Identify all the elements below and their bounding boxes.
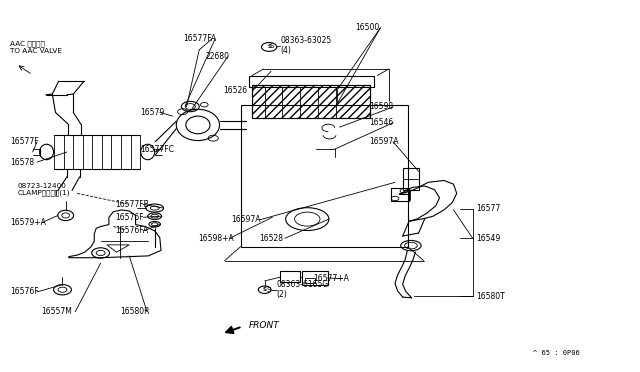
- Text: 22680: 22680: [205, 52, 230, 61]
- Bar: [305, 278, 315, 283]
- Text: 16576F: 16576F: [10, 288, 38, 296]
- Bar: [280, 271, 300, 282]
- Text: S: S: [267, 45, 271, 49]
- Text: 08723-12400
CLAMPクランプ(1): 08723-12400 CLAMPクランプ(1): [18, 183, 70, 196]
- Text: 16598+A: 16598+A: [198, 234, 234, 243]
- Text: 16597A: 16597A: [369, 137, 399, 146]
- Text: 08363-63025
(4): 08363-63025 (4): [280, 36, 332, 55]
- Text: 16597A: 16597A: [231, 215, 260, 224]
- Bar: [249, 76, 374, 87]
- Text: 08363-6165G
(2): 08363-6165G (2): [276, 280, 329, 299]
- Bar: [403, 168, 419, 190]
- Text: 16557M: 16557M: [42, 307, 72, 316]
- Text: S: S: [267, 287, 271, 293]
- Text: 16549: 16549: [476, 234, 500, 243]
- Text: 16577F: 16577F: [10, 137, 38, 146]
- Text: 16579: 16579: [141, 108, 165, 117]
- Text: 16598: 16598: [369, 102, 394, 112]
- Text: 16576F: 16576F: [115, 213, 144, 222]
- Bar: [302, 271, 328, 285]
- Text: 16576FA: 16576FA: [115, 227, 148, 235]
- Text: 16546: 16546: [369, 118, 394, 127]
- Text: S: S: [262, 287, 267, 292]
- Text: 16577: 16577: [476, 204, 500, 213]
- Text: 16577FC: 16577FC: [141, 145, 175, 154]
- Text: 16578: 16578: [10, 158, 34, 167]
- Text: 16500: 16500: [355, 23, 380, 32]
- Bar: [252, 85, 369, 118]
- Text: 16579+A: 16579+A: [10, 218, 45, 227]
- Text: 16526: 16526: [223, 86, 248, 95]
- Text: 16528: 16528: [260, 234, 284, 243]
- Text: AAC バルブへ
TO AAC VALVE: AAC バルブへ TO AAC VALVE: [10, 41, 61, 54]
- Text: 16577FB: 16577FB: [115, 200, 149, 209]
- Bar: [391, 188, 409, 201]
- Text: S: S: [269, 43, 274, 49]
- Text: ^ 65 : 0P06: ^ 65 : 0P06: [533, 350, 580, 356]
- Text: FRONT: FRONT: [249, 321, 280, 330]
- Text: 16577+A: 16577+A: [314, 274, 349, 283]
- Text: 16580T: 16580T: [476, 292, 504, 301]
- Text: 16580R: 16580R: [120, 307, 149, 316]
- Text: 16577FA: 16577FA: [183, 34, 216, 44]
- Bar: [252, 85, 369, 118]
- Bar: [241, 105, 408, 247]
